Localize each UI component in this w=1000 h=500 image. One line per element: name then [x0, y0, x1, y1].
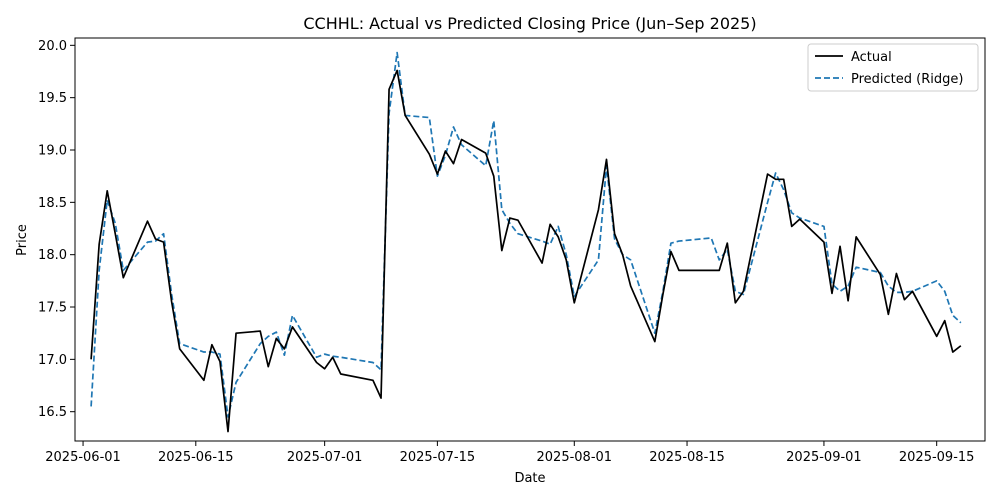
plot-area — [74, 37, 986, 442]
y-tick-label: 18.0 — [38, 248, 67, 263]
x-tick-label: 2025-09-15 — [899, 450, 975, 465]
x-tick-label: 2025-07-15 — [400, 450, 476, 465]
series-line-predicted — [90, 51, 962, 418]
x-tick-label: 2025-07-01 — [287, 450, 363, 465]
legend-label-predicted: Predicted (Ridge) — [851, 72, 963, 87]
y-axis: 16.5 17.0 17.5 18.0 18.5 19.0 19.5 20.0 — [38, 39, 75, 420]
y-tick-label: 16.5 — [38, 405, 67, 420]
x-tick-label: 2025-06-15 — [158, 450, 234, 465]
x-axis: 2025-06-01 2025-06-15 2025-07-01 2025-07-15… — [45, 441, 974, 465]
y-tick-label: 17.0 — [38, 353, 67, 368]
legend: Actual Predicted (Ridge) — [807, 43, 979, 92]
legend-label-actual: Actual — [851, 50, 892, 65]
y-tick-label: 19.5 — [38, 91, 67, 106]
series-layer — [90, 51, 962, 433]
series-line-actual — [90, 69, 962, 433]
x-tick-label: 2025-08-15 — [649, 450, 725, 465]
x-tick-label: 2025-06-01 — [45, 450, 121, 465]
x-axis-title: Date — [514, 471, 545, 486]
legend-box — [807, 43, 979, 92]
x-tick-label: 2025-08-01 — [537, 450, 613, 465]
chart-title: CCHHL: Actual vs Predicted Closing Price… — [303, 14, 756, 33]
y-axis-title: Price — [15, 224, 30, 256]
y-tick-label: 17.5 — [38, 301, 67, 316]
x-tick-label: 2025-09-01 — [786, 450, 862, 465]
y-tick-label: 18.5 — [38, 196, 67, 211]
y-tick-label: 19.0 — [38, 144, 67, 159]
y-tick-label: 20.0 — [38, 39, 67, 54]
